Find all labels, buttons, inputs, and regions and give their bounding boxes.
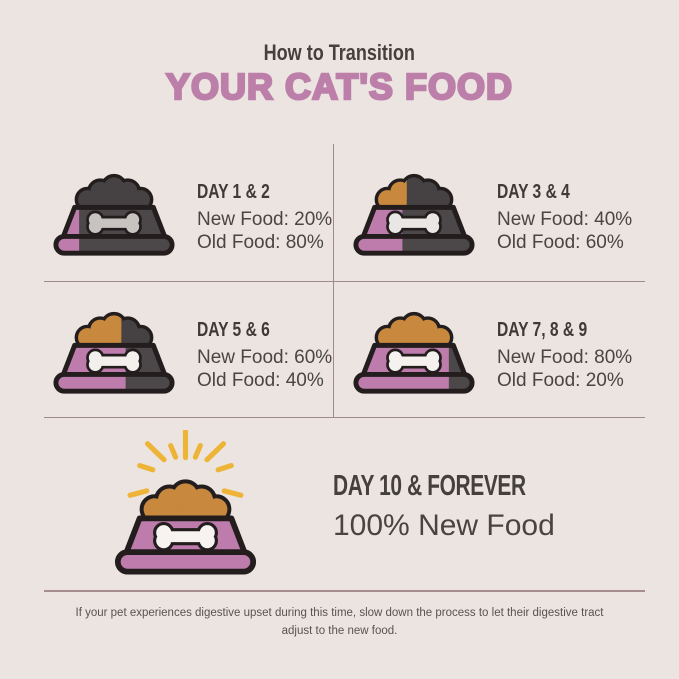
final-subtitle: 100% New Food — [333, 509, 555, 542]
panel-day-1-2: DAY 1 & 2 New Food: 20% Old Food: 80% — [50, 169, 350, 274]
new-food-line: New Food: 20% — [197, 209, 333, 230]
day-heading-text: DAY 3 & 4 — [497, 181, 570, 203]
title-kicker-text: How to Transition — [263, 40, 416, 65]
title-kicker: How to Transition — [0, 40, 679, 66]
final-text: DAY 10 & FOREVER 100% New Food — [333, 470, 601, 543]
divider-horizontal-2 — [44, 417, 645, 418]
old-food-line: Old Food: 80% — [197, 232, 324, 253]
panel-text: DAY 5 & 6 New Food: 60% Old Food: 40% — [197, 319, 332, 392]
food-bowl-final-icon — [88, 430, 283, 581]
food-bowl-icon — [350, 307, 478, 398]
food-bowl-icon — [50, 307, 178, 398]
day-heading: DAY 5 & 6 — [197, 319, 332, 342]
divider-horizontal-1 — [44, 281, 645, 282]
new-food-line: New Food: 40% — [497, 209, 633, 230]
panel-day-5-6: DAY 5 & 6 New Food: 60% Old Food: 40% — [50, 307, 350, 412]
day-heading-text: DAY 5 & 6 — [197, 319, 270, 341]
panel-day-3-4: DAY 3 & 4 New Food: 40% Old Food: 60% — [350, 169, 650, 274]
panel-text: DAY 1 & 2 New Food: 20% Old Food: 80% — [197, 181, 332, 254]
old-food-line: Old Food: 40% — [197, 370, 324, 391]
divider-vertical — [333, 144, 334, 417]
final-day-heading-text: DAY 10 & FOREVER — [333, 470, 526, 502]
old-food-line: Old Food: 20% — [497, 370, 624, 391]
food-bowl-icon — [350, 169, 478, 260]
old-food-line: Old Food: 60% — [497, 232, 624, 253]
day-heading-text: DAY 1 & 2 — [197, 181, 270, 203]
footer-note-text: If your pet experiences digestive upset … — [75, 607, 604, 637]
page-title: YOUR CAT'S FOOD — [165, 65, 513, 109]
day-heading: DAY 1 & 2 — [197, 181, 332, 204]
day-heading: DAY 3 & 4 — [497, 181, 632, 204]
new-food-line: New Food: 60% — [197, 347, 333, 368]
new-food-line: New Food: 80% — [497, 347, 633, 368]
footer-note: If your pet experiences digestive upset … — [0, 604, 679, 640]
divider-horizontal-footer — [44, 590, 645, 592]
panel-day-7-8-9: DAY 7, 8 & 9 New Food: 80% Old Food: 20% — [350, 307, 650, 412]
panel-text: DAY 7, 8 & 9 New Food: 80% Old Food: 20% — [497, 319, 632, 392]
day-heading-text: DAY 7, 8 & 9 — [497, 319, 588, 341]
day-heading: DAY 7, 8 & 9 — [497, 319, 632, 342]
final-day-heading: DAY 10 & FOREVER — [333, 470, 601, 503]
panel-text: DAY 3 & 4 New Food: 40% Old Food: 60% — [497, 181, 632, 254]
food-bowl-icon — [50, 169, 178, 260]
